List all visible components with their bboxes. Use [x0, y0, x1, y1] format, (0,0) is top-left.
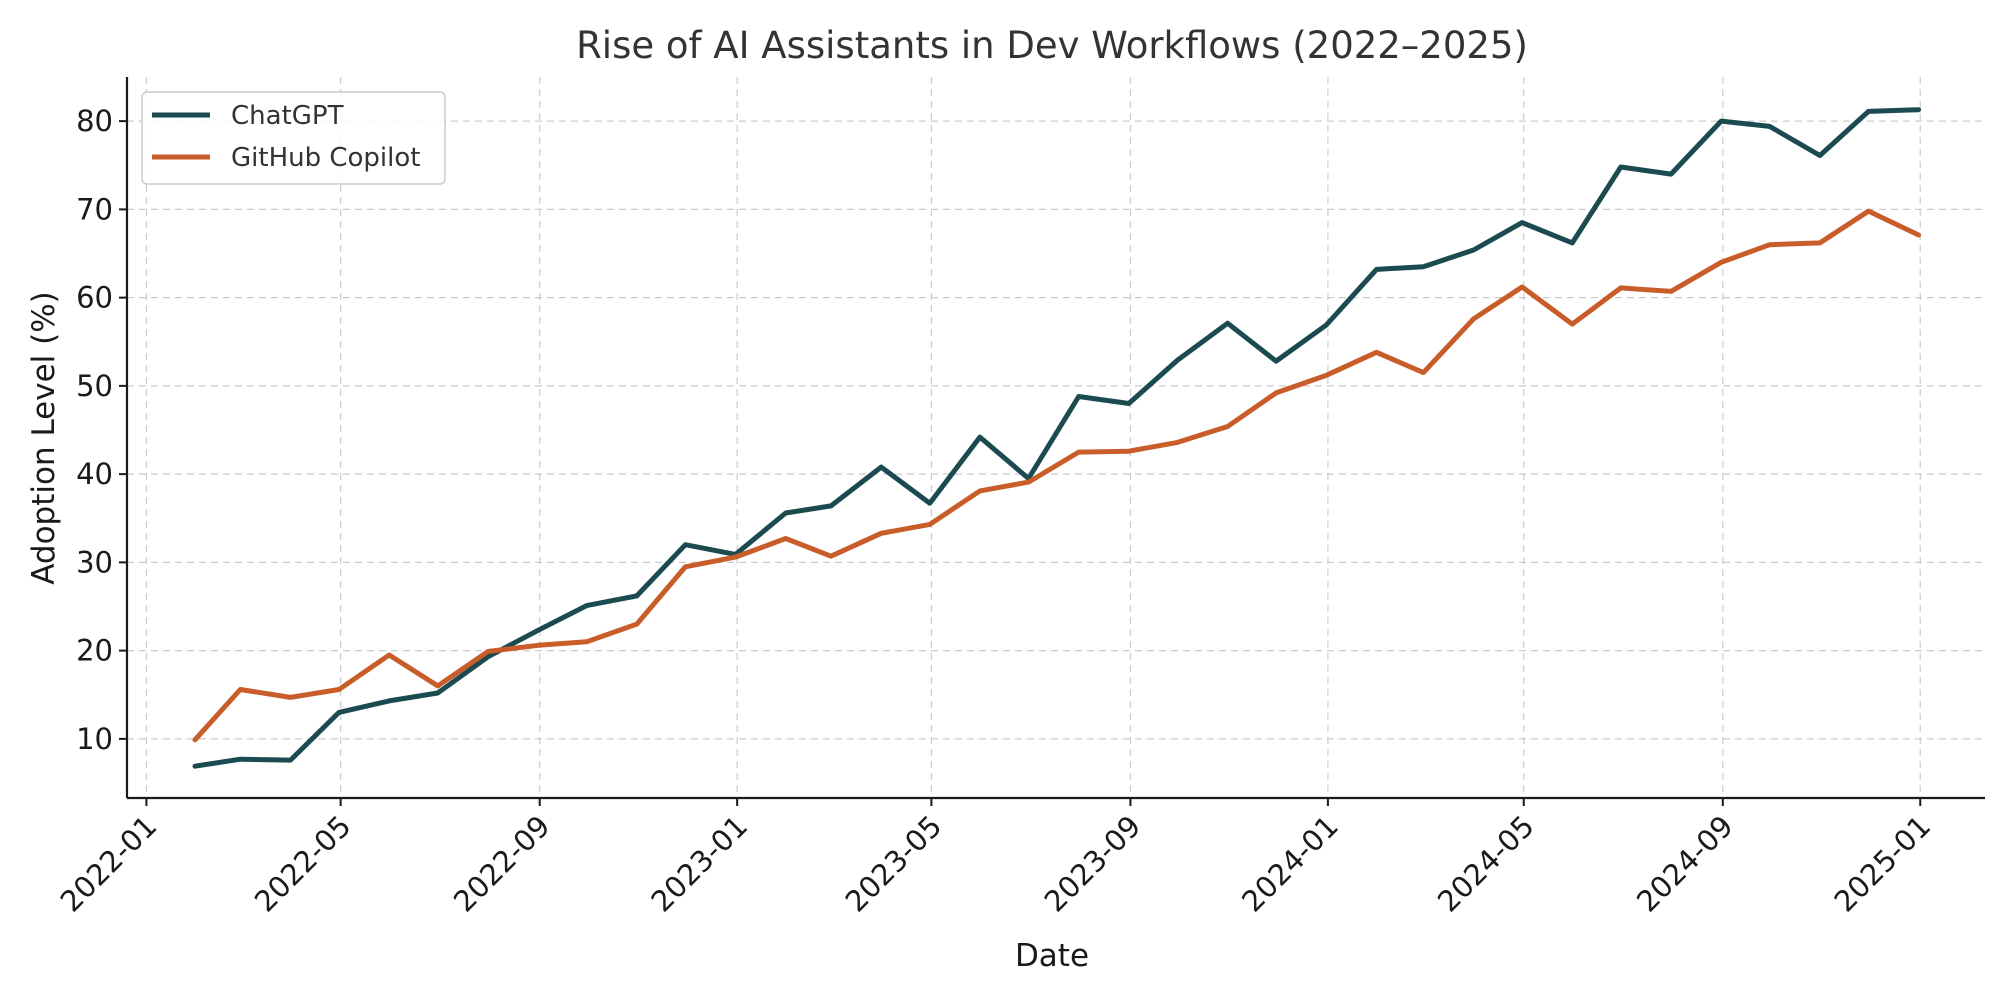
series-line-chatgpt — [192, 107, 1922, 769]
x-tick-label: 2022-09 — [447, 809, 557, 919]
y-tick-label: 30 — [76, 545, 113, 579]
y-axis-label: Adoption Level (%) — [26, 291, 62, 585]
x-tick-label: 2023-05 — [839, 809, 949, 919]
x-tick-label: 2024-01 — [1235, 809, 1345, 919]
x-tick-label: 2024-09 — [1630, 809, 1740, 919]
x-axis-ticks: 2022-01 2022-05 2022-09 2023-01 2023-05 2023-… — [54, 798, 1937, 919]
y-tick-label: 50 — [76, 369, 113, 403]
x-tick-label: 2022-05 — [248, 809, 358, 919]
x-tick-label: 2023-01 — [644, 809, 754, 919]
y-tick-label: 20 — [76, 634, 113, 668]
y-tick-label: 10 — [76, 722, 113, 756]
y-tick-label: 60 — [76, 281, 113, 315]
y-tick-label: 40 — [76, 457, 113, 491]
y-tick-label: 70 — [76, 192, 113, 226]
x-tick-label: 2023-09 — [1038, 809, 1148, 919]
series-lines — [192, 107, 1922, 769]
gridlines — [127, 77, 1985, 798]
chart-title: Rise of AI Assistants in Dev Workflows (… — [576, 24, 1528, 67]
y-tick-label: 80 — [76, 104, 113, 138]
series-line-github-copilot — [192, 208, 1922, 743]
axes — [125, 77, 1985, 800]
x-axis-label: Date — [1015, 938, 1089, 974]
x-tick-label: 2022-01 — [54, 809, 164, 919]
x-tick-label: 2025-01 — [1827, 809, 1937, 919]
y-axis-ticks: 10 20 30 40 50 60 70 80 — [76, 104, 127, 756]
legend-entry-label: GitHub Copilot — [231, 143, 420, 173]
legend-entry-label: ChatGPT — [231, 101, 344, 131]
legend: ChatGPT GitHub Copilot — [141, 91, 446, 185]
x-tick-label: 2024-05 — [1431, 809, 1541, 919]
legend-box — [141, 91, 446, 185]
